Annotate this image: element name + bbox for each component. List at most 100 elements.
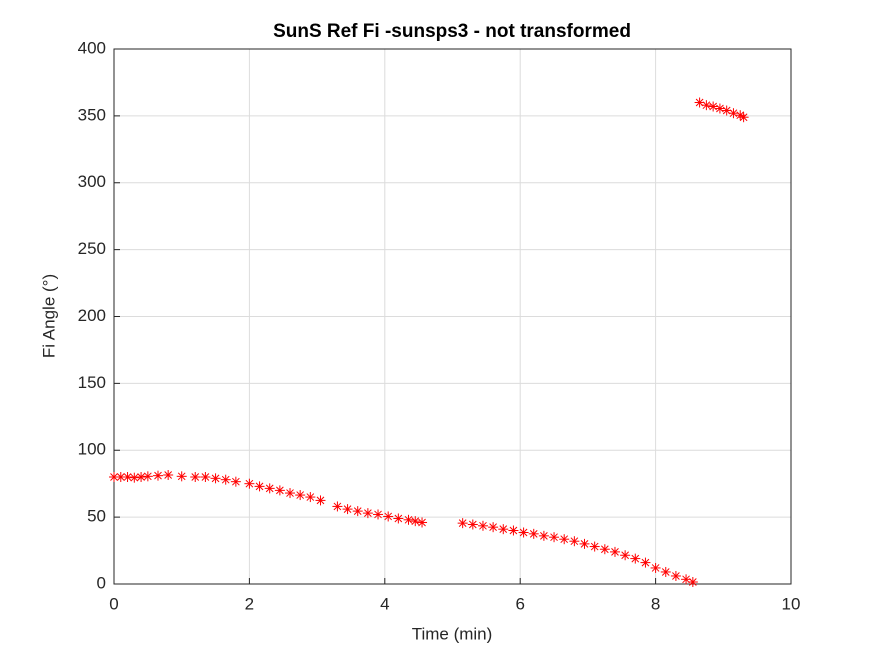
x-tick-label: 10 (782, 594, 801, 613)
data-point (362, 508, 373, 519)
marker-stroke (621, 551, 629, 560)
y-tick-label: 300 (78, 172, 106, 191)
marker-stroke (695, 98, 704, 107)
marker-stroke (374, 510, 382, 519)
marker-stroke (110, 473, 118, 481)
marker-stroke (255, 482, 264, 491)
data-point (528, 528, 539, 539)
marker-stroke (411, 517, 420, 525)
marker-stroke (672, 572, 680, 580)
data-point (285, 488, 296, 499)
data-point (477, 520, 488, 531)
data-point (609, 546, 620, 557)
data-point (315, 495, 326, 506)
marker-stroke (729, 109, 738, 118)
data-point (373, 509, 384, 520)
data-point (109, 472, 119, 482)
data-point (630, 553, 641, 564)
marker-stroke (580, 540, 589, 548)
marker-stroke (191, 473, 200, 481)
data-point (670, 570, 681, 581)
data-point (620, 550, 631, 561)
data-point (136, 472, 147, 482)
y-axis-label: Fi Angle (°) (39, 274, 58, 358)
data-point (403, 514, 414, 525)
data-point (352, 506, 363, 517)
marker-stroke (232, 477, 240, 486)
data-point (708, 101, 719, 112)
data-point (410, 516, 421, 527)
y-tick-label: 150 (78, 373, 106, 392)
marker-stroke (590, 542, 599, 551)
data-point (650, 562, 661, 573)
axes-box (113, 48, 792, 585)
data-point (244, 478, 255, 489)
data-point (714, 103, 725, 114)
data-point (569, 536, 580, 547)
x-tick-label: 6 (515, 594, 524, 613)
data-point (579, 538, 590, 549)
data-point (738, 112, 749, 123)
marker-stroke (519, 528, 528, 537)
data-point (264, 483, 275, 494)
marker-stroke (468, 520, 477, 529)
data-point (332, 501, 343, 512)
marker-stroke (688, 578, 697, 586)
data-point (220, 474, 231, 485)
marker-stroke (137, 473, 145, 481)
marker-stroke (739, 113, 748, 122)
data-point (701, 100, 712, 111)
data-point (230, 476, 241, 487)
data-point (457, 518, 468, 529)
data-point (210, 473, 221, 484)
marker-stroke (641, 558, 650, 567)
data-point (538, 530, 549, 541)
data-point (467, 519, 478, 530)
marker-stroke (716, 104, 724, 113)
marker-stroke (276, 486, 284, 495)
data-point (163, 469, 174, 480)
data-point (599, 544, 610, 555)
marker-stroke (600, 545, 609, 554)
data-point (176, 471, 187, 482)
data-point (153, 470, 164, 481)
marker-stroke (143, 472, 152, 481)
x-tick-label: 0 (109, 594, 118, 613)
marker-stroke (265, 484, 274, 493)
marker-stroke (404, 515, 413, 524)
marker-stroke (709, 102, 717, 111)
data-point (393, 513, 404, 524)
marker-stroke (154, 471, 162, 480)
x-tick-label: 4 (380, 594, 389, 613)
marker-stroke (384, 512, 393, 521)
y-tick-label: 0 (97, 573, 106, 592)
marker-stroke (529, 529, 538, 538)
marker-stroke (316, 496, 325, 505)
marker-stroke (651, 564, 660, 572)
marker-stroke (509, 526, 518, 535)
data-point (383, 511, 394, 522)
marker-stroke (394, 514, 403, 523)
data-point (549, 532, 560, 543)
data-point (488, 522, 499, 533)
y-tick-label: 100 (78, 440, 106, 459)
marker-stroke (343, 505, 352, 513)
marker-stroke (333, 502, 342, 511)
marker-stroke (479, 521, 487, 530)
marker-stroke (123, 473, 132, 481)
marker-stroke (177, 472, 186, 481)
marker-stroke (550, 533, 558, 542)
x-axis-label: Time (min) (412, 624, 493, 643)
marker-stroke (364, 509, 372, 517)
marker-stroke (353, 507, 362, 515)
data-point (660, 566, 671, 577)
marker-stroke (611, 548, 619, 556)
marker-stroke (560, 535, 569, 544)
data-point (518, 527, 529, 538)
y-tick-label: 200 (78, 306, 106, 325)
marker-stroke (130, 473, 139, 482)
marker-stroke (682, 575, 690, 584)
y-tick-label: 50 (87, 507, 106, 526)
marker-stroke (661, 568, 670, 576)
